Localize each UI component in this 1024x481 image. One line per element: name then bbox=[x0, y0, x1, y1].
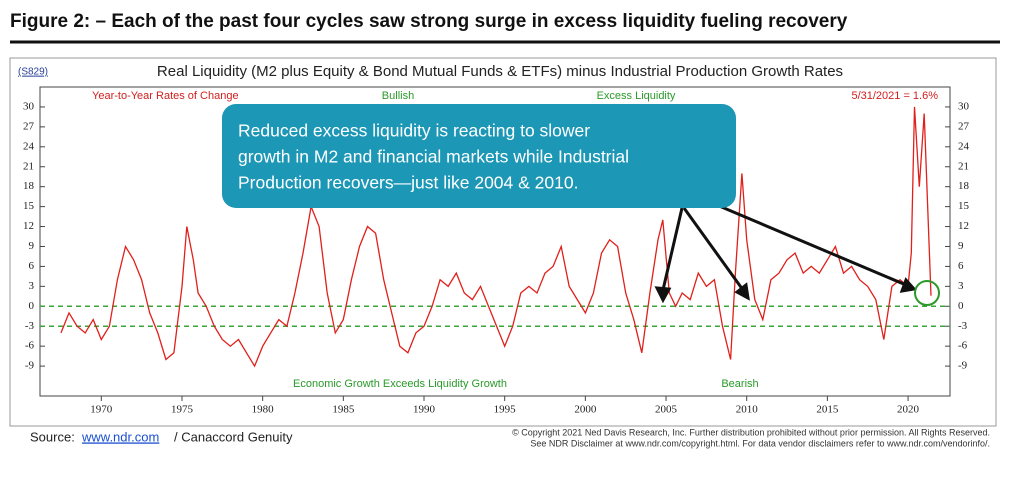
source-prefix: Source: bbox=[30, 429, 75, 444]
y-tick-label: 27 bbox=[23, 120, 35, 132]
y-tick-label: 0 bbox=[29, 300, 35, 312]
y-tick-label: 12 bbox=[958, 220, 969, 232]
copyright: See NDR Disclaimer at www.ndr.com/copyri… bbox=[530, 438, 990, 448]
series-code: (S829) bbox=[18, 67, 48, 78]
y-tick-label: 12 bbox=[23, 220, 34, 232]
x-tick-label: 2020 bbox=[897, 404, 920, 416]
annotation: Excess Liquidity bbox=[597, 90, 676, 102]
annotation: 5/31/2021 = 1.6% bbox=[851, 90, 938, 102]
x-tick-label: 2015 bbox=[816, 404, 839, 416]
y-tick-label: 3 bbox=[29, 280, 35, 292]
series-line bbox=[60, 106, 932, 368]
callout-arrows bbox=[654, 198, 917, 304]
x-tick-label: 2010 bbox=[736, 404, 759, 416]
y-tick-label: 24 bbox=[23, 140, 35, 152]
y-tick-label: 15 bbox=[958, 200, 970, 212]
x-tick-label: 2000 bbox=[574, 404, 597, 416]
y-tick-label: 3 bbox=[958, 280, 964, 292]
x-tick-label: 1995 bbox=[494, 404, 517, 416]
y-tick-label: 21 bbox=[23, 160, 34, 172]
y-tick-label: 18 bbox=[23, 180, 35, 192]
y-tick-label: -9 bbox=[958, 360, 968, 372]
y-tick-label: 0 bbox=[958, 300, 964, 312]
y-tick-label: -9 bbox=[25, 360, 35, 372]
y-tick-label: 18 bbox=[958, 180, 970, 192]
source-link[interactable]: www.ndr.com bbox=[81, 429, 159, 444]
source-suffix: / Canaccord Genuity bbox=[174, 429, 293, 444]
annotation: Economic Growth Exceeds Liquidity Growth bbox=[293, 378, 507, 390]
y-tick-label: 27 bbox=[958, 120, 970, 132]
y-tick-label: 30 bbox=[23, 100, 35, 112]
y-tick-label: 15 bbox=[23, 200, 35, 212]
annotation: Bearish bbox=[721, 378, 758, 390]
chart-title: Real Liquidity (M2 plus Equity & Bond Mu… bbox=[157, 63, 843, 80]
y-tick-label: -3 bbox=[958, 320, 968, 332]
y-tick-label: -6 bbox=[958, 340, 968, 352]
y-tick-label: 9 bbox=[958, 240, 964, 252]
callout-text: Reduced excess liquidity is reacting to … bbox=[238, 121, 590, 141]
x-tick-label: 1980 bbox=[252, 404, 275, 416]
y-tick-label: -3 bbox=[25, 320, 35, 332]
callout-text: Production recovers—just like 2004 & 201… bbox=[238, 173, 578, 193]
x-tick-label: 2005 bbox=[655, 404, 678, 416]
y-tick-label: 30 bbox=[958, 100, 970, 112]
x-tick-label: 1970 bbox=[90, 404, 113, 416]
y-label: Year-to-Year Rates of Change bbox=[92, 90, 239, 102]
y-tick-label: 6 bbox=[29, 260, 35, 272]
y-tick-label: 24 bbox=[958, 140, 970, 152]
copyright: © Copyright 2021 Ned Davis Research, Inc… bbox=[512, 427, 990, 437]
x-tick-label: 1990 bbox=[413, 404, 436, 416]
figure-title: Figure 2: – Each of the past four cycles… bbox=[10, 11, 848, 32]
x-tick-label: 1985 bbox=[332, 404, 355, 416]
y-tick-label: 6 bbox=[958, 260, 964, 272]
chart-frame bbox=[9, 57, 997, 427]
annotation: Bullish bbox=[382, 90, 414, 102]
callout-text: growth in M2 and financial markets while… bbox=[238, 147, 629, 167]
x-tick-label: 1975 bbox=[171, 404, 194, 416]
y-tick-label: 21 bbox=[958, 160, 969, 172]
callout-box bbox=[222, 104, 736, 208]
plot-area bbox=[39, 86, 951, 397]
y-tick-label: 9 bbox=[29, 240, 35, 252]
highlight-circle bbox=[914, 280, 940, 306]
y-tick-label: -6 bbox=[25, 340, 35, 352]
